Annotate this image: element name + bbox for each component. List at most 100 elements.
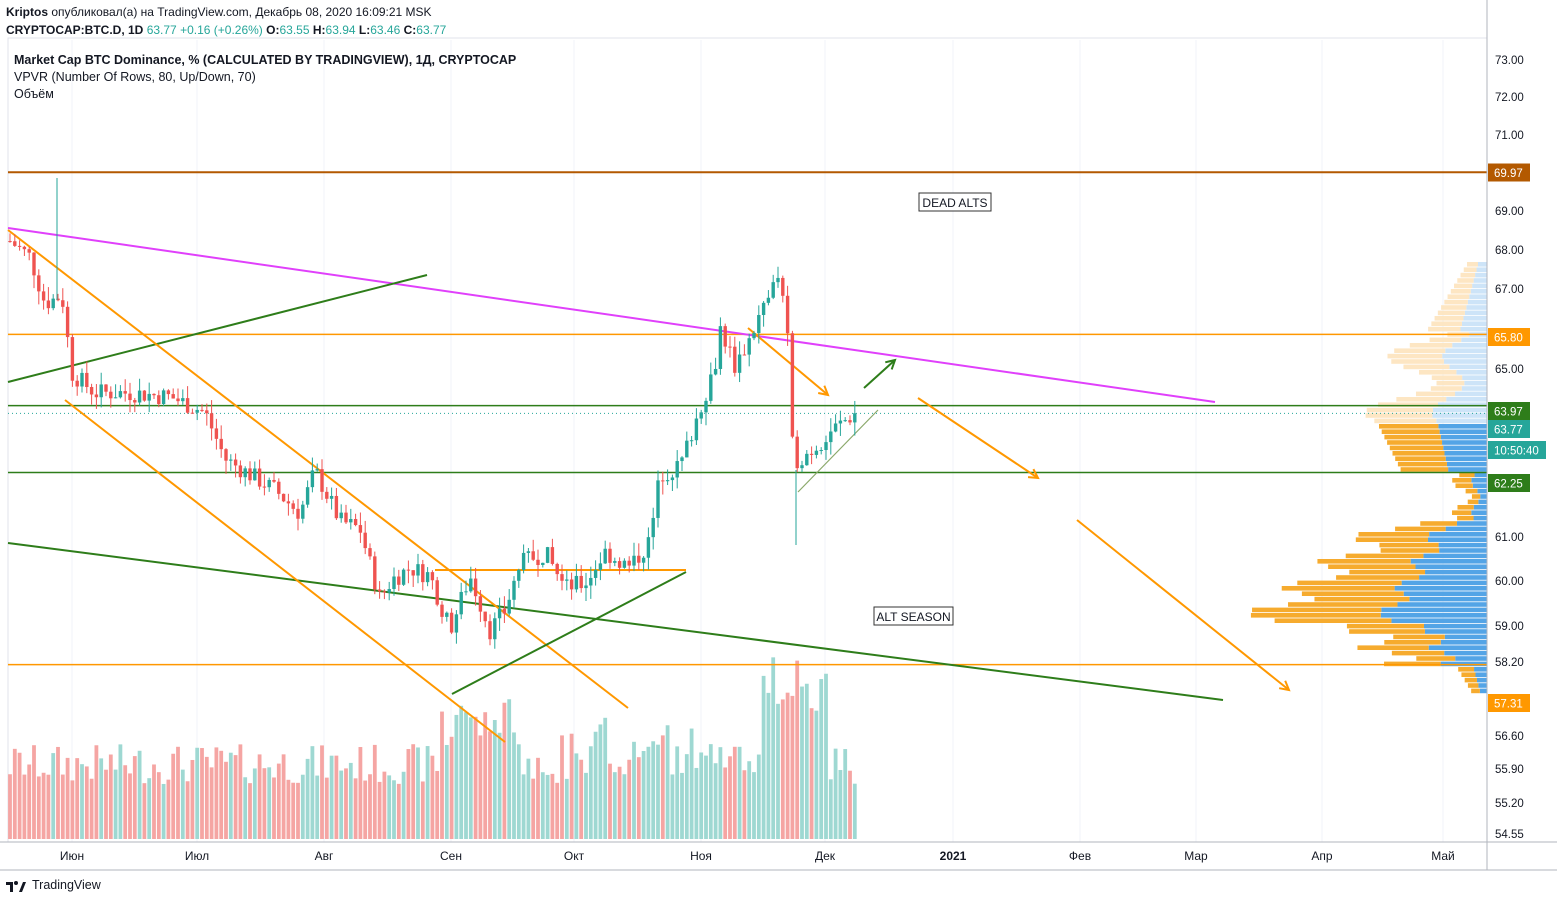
study-main[interactable]: Market Cap BTC Dominance, % (CALCULATED … bbox=[14, 53, 517, 67]
vpvr-down-bar bbox=[1358, 532, 1430, 537]
candle-body bbox=[795, 436, 799, 469]
vpvr-down-bar bbox=[1444, 299, 1468, 305]
vpvr-up-bar bbox=[1446, 397, 1487, 402]
vpvr-down-bar bbox=[1431, 375, 1463, 380]
arrow-head-2 bbox=[1027, 468, 1040, 480]
vpvr-down-bar bbox=[1379, 542, 1439, 548]
candle-body bbox=[171, 394, 175, 399]
candle-body bbox=[843, 420, 847, 422]
y-tick-label: 68.00 bbox=[1495, 245, 1524, 257]
volume-bar bbox=[675, 746, 680, 839]
volume-bar bbox=[732, 746, 737, 839]
candle-body bbox=[440, 604, 444, 617]
volume-bar bbox=[622, 774, 627, 839]
volume-bar bbox=[416, 747, 420, 839]
vpvr-up-bar bbox=[1472, 283, 1487, 289]
vpvr-down-bar bbox=[1393, 634, 1445, 640]
candle-body bbox=[757, 315, 761, 334]
candle-body bbox=[185, 398, 190, 413]
vpvr-up-bar bbox=[1425, 569, 1487, 575]
candle-body bbox=[805, 453, 809, 466]
candle-body bbox=[627, 560, 631, 566]
candle-body bbox=[219, 438, 223, 450]
candle-body bbox=[771, 282, 775, 298]
volume-bar bbox=[540, 772, 545, 839]
candle-body bbox=[349, 518, 353, 523]
x-tick-label: Дек bbox=[815, 849, 836, 863]
vpvr-up-bar bbox=[1467, 299, 1487, 305]
vpvr-down-bar bbox=[1387, 440, 1443, 445]
volume-bar bbox=[128, 773, 132, 839]
candle-body bbox=[579, 575, 583, 589]
volume-bar bbox=[348, 762, 353, 839]
symbol[interactable]: CRYPTOCAP:BTC.D, 1D bbox=[6, 23, 144, 37]
volume-bar bbox=[689, 728, 694, 839]
vpvr-down-bar bbox=[1250, 613, 1381, 618]
volume-bar bbox=[353, 778, 358, 839]
alt-season-annotation[interactable]: ALT SEASON bbox=[873, 606, 954, 626]
volume-bar bbox=[281, 754, 286, 839]
volume-bar bbox=[195, 747, 200, 839]
candle-body bbox=[656, 480, 660, 518]
volume-bar bbox=[214, 747, 219, 839]
candle-body bbox=[651, 517, 655, 538]
volume-bar bbox=[828, 779, 833, 839]
price-label-box bbox=[1488, 474, 1530, 492]
candle-body bbox=[497, 608, 502, 619]
volume-bar bbox=[780, 699, 785, 839]
vpvr-up-bar bbox=[1473, 505, 1487, 510]
candle-body bbox=[368, 548, 372, 557]
y-tick-label: 69.00 bbox=[1495, 206, 1524, 218]
volume-bar bbox=[560, 735, 564, 839]
candle-body bbox=[709, 374, 713, 401]
vpvr-up-bar bbox=[1443, 359, 1487, 364]
volume-bar bbox=[804, 683, 809, 839]
candle-body bbox=[41, 291, 46, 301]
vpvr-up-bar bbox=[1380, 613, 1487, 618]
volume-bar bbox=[411, 744, 416, 839]
volume-bar bbox=[41, 772, 46, 839]
volume-bar bbox=[598, 724, 603, 839]
volume-bar bbox=[305, 758, 310, 839]
vpvr-up-bar bbox=[1478, 499, 1487, 505]
vpvr-down-bar bbox=[1459, 472, 1475, 478]
candle-body bbox=[776, 277, 780, 283]
volume-bar bbox=[17, 752, 22, 839]
candle-body bbox=[272, 479, 276, 482]
volume-bar bbox=[680, 772, 684, 839]
candle-body bbox=[99, 384, 103, 398]
vpvr-up-bar bbox=[1449, 364, 1487, 370]
candle-body bbox=[339, 512, 343, 519]
vpvr-up-bar bbox=[1432, 407, 1487, 413]
vpvr-down-bar bbox=[1392, 451, 1445, 456]
orange-arrow-down-2 bbox=[917, 397, 1039, 479]
study-vpvr[interactable]: VPVR (Number Of Rows, 80, Up/Down, 70) bbox=[14, 70, 256, 84]
vpvr-up-bar bbox=[1415, 564, 1487, 569]
vpvr-up-bar bbox=[1444, 451, 1487, 456]
vpvr-up-bar bbox=[1442, 440, 1487, 445]
study-volume[interactable]: Объём bbox=[14, 87, 54, 101]
vpvr-down-bar bbox=[1381, 429, 1440, 434]
volume-bar bbox=[603, 717, 608, 839]
volume-bar bbox=[670, 774, 675, 839]
vpvr-down-bar bbox=[1420, 521, 1457, 526]
orange-channel-lower bbox=[64, 399, 506, 743]
candle-body bbox=[238, 465, 243, 478]
candle-body bbox=[329, 495, 334, 499]
vpvr-down-bar bbox=[1467, 262, 1478, 267]
volume-bar bbox=[608, 763, 612, 839]
dead-alts-annotation[interactable]: DEAD ALTS bbox=[918, 192, 992, 212]
vpvr-down-bar bbox=[1450, 289, 1471, 294]
candle-body bbox=[8, 241, 12, 243]
author-name[interactable]: Kriptos bbox=[6, 5, 48, 19]
candle-body bbox=[257, 468, 262, 487]
candle-body bbox=[291, 503, 295, 509]
vpvr-down-bar bbox=[1452, 510, 1472, 515]
volume-bar bbox=[56, 746, 60, 839]
candle-body bbox=[531, 551, 535, 560]
volume-bar bbox=[555, 782, 560, 839]
volume-bar bbox=[248, 783, 252, 839]
volume-bar bbox=[656, 744, 660, 839]
footer-brand[interactable]: TradingView bbox=[32, 878, 101, 892]
